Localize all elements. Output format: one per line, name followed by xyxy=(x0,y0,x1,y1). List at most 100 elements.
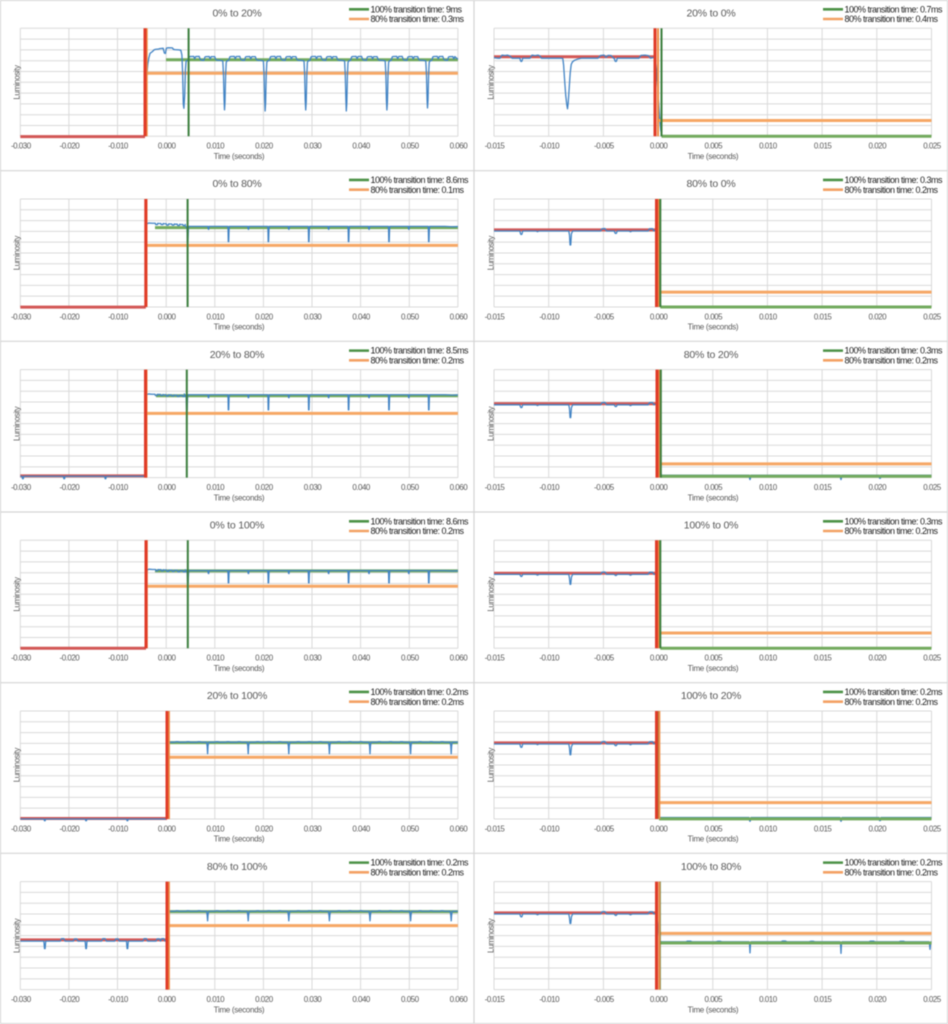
svg-text:Time (seconds): Time (seconds) xyxy=(214,323,265,332)
svg-text:-0.010: -0.010 xyxy=(108,312,129,321)
svg-text:Luminosity: Luminosity xyxy=(486,65,495,100)
svg-text:Luminosity: Luminosity xyxy=(12,236,21,271)
svg-text:0.010: 0.010 xyxy=(759,824,778,833)
svg-text:Time (seconds): Time (seconds) xyxy=(688,835,739,844)
svg-text:80% to 0%: 80% to 0% xyxy=(687,178,736,190)
svg-text:-0.015: -0.015 xyxy=(485,483,506,492)
svg-text:80% transition time: 0.4ms: 80% transition time: 0.4ms xyxy=(845,14,939,24)
svg-text:Time (seconds): Time (seconds) xyxy=(688,323,739,332)
svg-text:0.000: 0.000 xyxy=(650,824,669,833)
svg-text:0.050: 0.050 xyxy=(401,824,420,833)
svg-text:100% transition time: 0.3ms: 100% transition time: 0.3ms xyxy=(845,346,944,356)
svg-text:Luminosity: Luminosity xyxy=(12,748,21,783)
svg-text:0.015: 0.015 xyxy=(814,483,833,492)
svg-text:100% to 0%: 100% to 0% xyxy=(684,520,739,532)
svg-text:0.005: 0.005 xyxy=(705,654,724,663)
svg-text:0.010: 0.010 xyxy=(759,995,778,1004)
svg-text:0.040: 0.040 xyxy=(352,654,371,663)
svg-text:0.015: 0.015 xyxy=(814,142,833,151)
svg-text:0.020: 0.020 xyxy=(255,312,274,321)
svg-text:0.020: 0.020 xyxy=(255,483,274,492)
svg-text:0.010: 0.010 xyxy=(207,312,226,321)
svg-text:-0.005: -0.005 xyxy=(594,142,615,151)
svg-text:0.025: 0.025 xyxy=(923,483,942,492)
svg-text:0.020: 0.020 xyxy=(869,142,888,151)
svg-text:80% transition time: 0.3ms: 80% transition time: 0.3ms xyxy=(371,14,465,24)
svg-text:80% transition time: 0.2ms: 80% transition time: 0.2ms xyxy=(845,697,939,707)
svg-text:-0.030: -0.030 xyxy=(11,995,32,1004)
svg-text:0.005: 0.005 xyxy=(705,312,724,321)
svg-text:0.050: 0.050 xyxy=(401,995,420,1004)
svg-text:0.020: 0.020 xyxy=(255,995,274,1004)
svg-text:0% to 100%: 0% to 100% xyxy=(210,520,265,532)
svg-text:Luminosity: Luminosity xyxy=(486,406,495,441)
svg-text:0.030: 0.030 xyxy=(304,654,323,663)
svg-text:-0.015: -0.015 xyxy=(485,995,506,1004)
svg-text:0.010: 0.010 xyxy=(207,824,226,833)
svg-text:0.000: 0.000 xyxy=(650,312,669,321)
svg-text:-0.010: -0.010 xyxy=(108,654,129,663)
svg-text:0.000: 0.000 xyxy=(158,654,177,663)
svg-text:-0.010: -0.010 xyxy=(108,483,129,492)
svg-text:-0.005: -0.005 xyxy=(594,824,615,833)
svg-text:Time (seconds): Time (seconds) xyxy=(214,493,265,502)
svg-text:20% to 80%: 20% to 80% xyxy=(210,349,265,361)
svg-text:0.020: 0.020 xyxy=(869,312,888,321)
svg-text:80% transition time: 0.2ms: 80% transition time: 0.2ms xyxy=(845,867,939,877)
svg-text:0.015: 0.015 xyxy=(814,824,833,833)
svg-text:0.020: 0.020 xyxy=(255,142,274,151)
svg-text:80% transition time: 0.2ms: 80% transition time: 0.2ms xyxy=(845,185,939,195)
svg-text:0.030: 0.030 xyxy=(304,995,323,1004)
svg-text:0.030: 0.030 xyxy=(304,142,323,151)
svg-text:-0.020: -0.020 xyxy=(60,483,81,492)
svg-text:0.015: 0.015 xyxy=(814,312,833,321)
svg-text:-0.010: -0.010 xyxy=(108,142,129,151)
svg-text:0.010: 0.010 xyxy=(759,654,778,663)
svg-text:0.005: 0.005 xyxy=(705,995,724,1004)
svg-text:0.040: 0.040 xyxy=(352,995,371,1004)
svg-text:0.040: 0.040 xyxy=(352,824,371,833)
svg-text:-0.015: -0.015 xyxy=(485,142,506,151)
svg-text:-0.030: -0.030 xyxy=(11,142,32,151)
svg-text:100% transition time: 8.6ms: 100% transition time: 8.6ms xyxy=(371,175,470,185)
svg-text:80% to 20%: 80% to 20% xyxy=(684,349,739,361)
svg-text:0.000: 0.000 xyxy=(158,995,177,1004)
svg-text:0.025: 0.025 xyxy=(923,142,942,151)
svg-text:0.050: 0.050 xyxy=(401,483,420,492)
svg-text:0.010: 0.010 xyxy=(759,483,778,492)
svg-text:100% transition time: 0.2ms: 100% transition time: 0.2ms xyxy=(845,687,944,697)
svg-text:Luminosity: Luminosity xyxy=(12,918,21,953)
svg-text:-0.015: -0.015 xyxy=(485,312,506,321)
svg-text:0.020: 0.020 xyxy=(255,654,274,663)
svg-text:-0.020: -0.020 xyxy=(60,312,81,321)
svg-text:0.060: 0.060 xyxy=(450,995,469,1004)
svg-text:100% transition time: 0.2ms: 100% transition time: 0.2ms xyxy=(371,858,470,868)
svg-text:0.025: 0.025 xyxy=(923,312,942,321)
svg-text:0.005: 0.005 xyxy=(705,483,724,492)
svg-text:-0.030: -0.030 xyxy=(11,654,32,663)
svg-text:-0.010: -0.010 xyxy=(539,654,560,663)
svg-text:80% transition time: 0.2ms: 80% transition time: 0.2ms xyxy=(845,526,939,536)
svg-text:0.010: 0.010 xyxy=(207,483,226,492)
svg-text:0.010: 0.010 xyxy=(207,654,226,663)
svg-text:Luminosity: Luminosity xyxy=(486,236,495,271)
svg-text:0.010: 0.010 xyxy=(759,312,778,321)
svg-text:100% transition time: 0.7ms: 100% transition time: 0.7ms xyxy=(845,4,944,14)
svg-text:0% to 80%: 0% to 80% xyxy=(213,178,262,190)
svg-text:Time (seconds): Time (seconds) xyxy=(688,664,739,673)
svg-text:Time (seconds): Time (seconds) xyxy=(688,493,739,502)
svg-text:0.050: 0.050 xyxy=(401,654,420,663)
svg-text:0.040: 0.040 xyxy=(352,312,371,321)
svg-text:80% transition time: 0.2ms: 80% transition time: 0.2ms xyxy=(371,355,465,365)
svg-text:-0.005: -0.005 xyxy=(594,654,615,663)
svg-text:0% to 20%: 0% to 20% xyxy=(213,8,262,20)
svg-text:100% transition time: 9ms: 100% transition time: 9ms xyxy=(371,4,463,14)
svg-text:-0.020: -0.020 xyxy=(60,654,81,663)
svg-text:-0.010: -0.010 xyxy=(539,142,560,151)
svg-text:0.020: 0.020 xyxy=(255,824,274,833)
svg-text:20% to 0%: 20% to 0% xyxy=(687,8,736,20)
svg-text:-0.015: -0.015 xyxy=(485,824,506,833)
svg-text:100% to 20%: 100% to 20% xyxy=(681,690,741,702)
svg-text:Luminosity: Luminosity xyxy=(12,65,21,100)
svg-text:100% transition time: 8.5ms: 100% transition time: 8.5ms xyxy=(371,346,470,356)
